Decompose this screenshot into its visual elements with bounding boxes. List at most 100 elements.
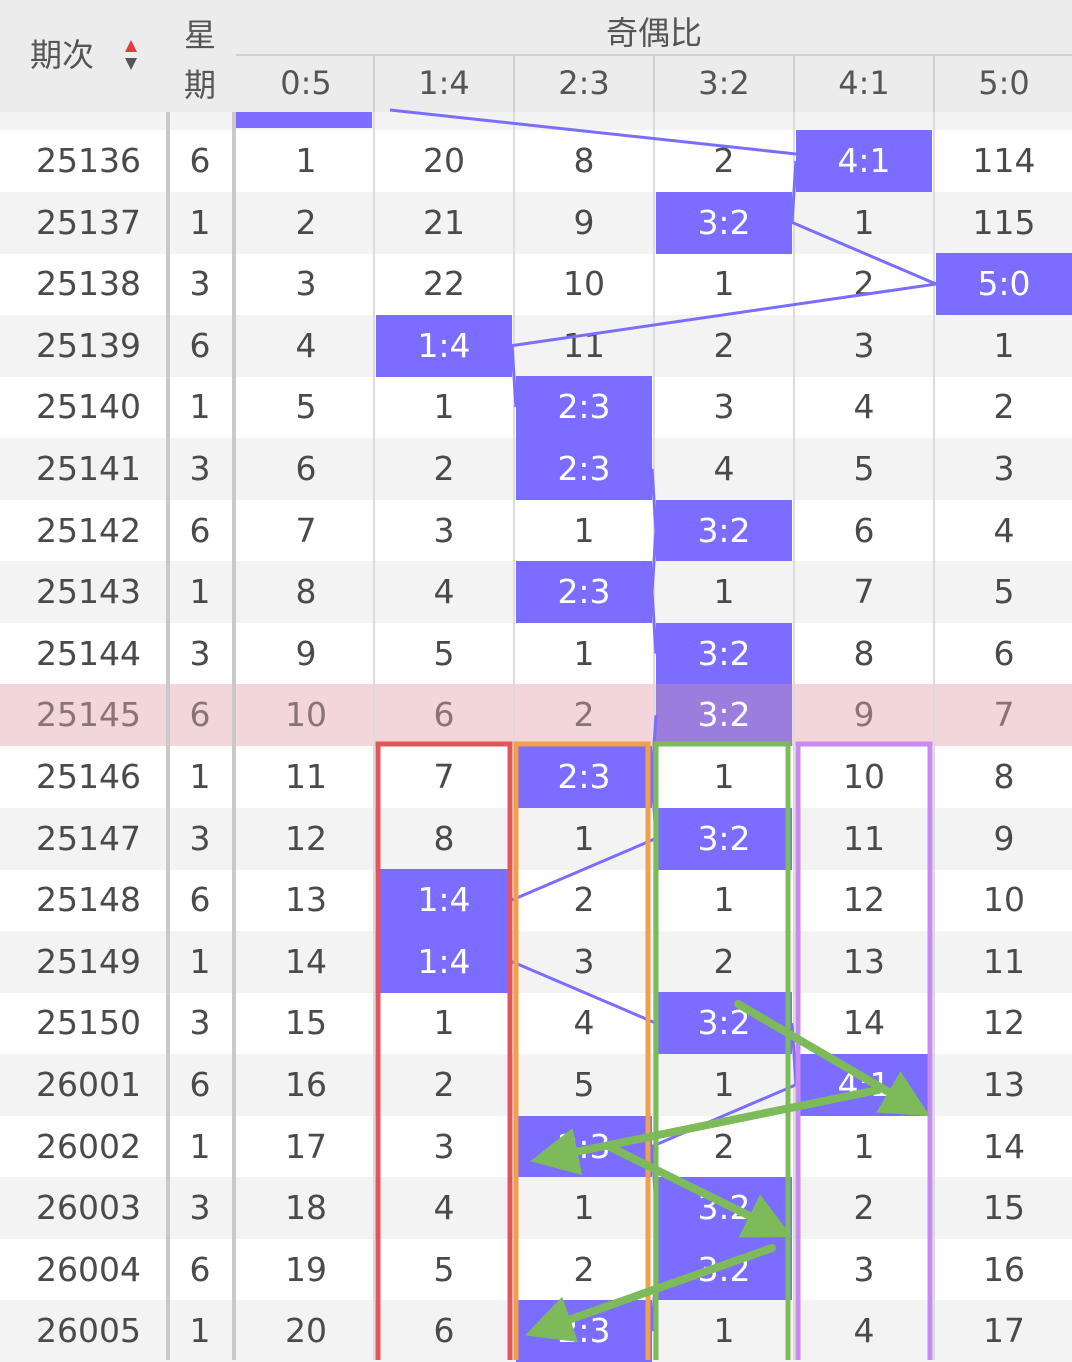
omission-cell: 5 [433,633,455,673]
omission-cell: 9 [993,818,1015,858]
column-header-divider [653,56,655,112]
table-row[interactable]: 26004 6 19 5 2 3:2 3 16 [0,1238,1072,1301]
omission-cell: 1 [433,1003,455,1043]
omission-cell: 19 [285,1249,327,1289]
omission-cell: 5 [295,387,317,427]
table-row[interactable]: 25146 1 11 7 2:3 1 10 8 [0,746,1072,808]
omission-cell: 4 [573,1003,595,1043]
period-cell: 25140 [36,387,141,427]
omission-cell: 2 [713,325,735,365]
trend-line-segment [389,108,797,156]
weekday-cell: 6 [189,510,211,550]
column-header-divider [373,56,375,112]
table-row[interactable]: 25145 6 10 6 2 3:2 9 7 [0,684,1072,747]
omission-cell: 2 [993,387,1015,427]
column-separator [166,0,170,1360]
column-divider [373,0,375,1360]
partial-hit-cell [236,112,372,128]
group-header: 奇偶比 [605,14,702,52]
omission-cell: 1 [573,633,595,673]
omission-cell: 114 [972,141,1036,180]
annotation-arrow [530,1086,882,1176]
omission-cell: 8 [853,633,875,673]
table-row[interactable]: 25148 6 13 1:4 2 1 12 10 [0,869,1072,932]
omission-cell: 3 [433,1126,455,1166]
omission-cell: 4 [295,325,317,365]
table-row[interactable]: 25139 6 4 1:4 11 2 3 1 [0,314,1072,377]
omission-cell: 18 [285,1188,327,1228]
trend-line-segment [791,221,937,286]
table-header: 期次 星 期 奇偶比 0:5 1:4 2:3 3:2 4:1 5:0 [0,0,1072,112]
omission-cell: 2 [713,141,735,180]
weekday-cell: 1 [189,387,211,427]
table-row[interactable]: 25144 3 9 5 1 3:2 8 6 [0,622,1072,685]
omission-cell: 2 [853,1188,875,1228]
column-divider [933,0,935,1360]
omission-cell: 20 [285,1311,327,1351]
weekday-cell: 1 [189,1126,211,1166]
omission-cell: 13 [285,880,327,920]
table-row[interactable]: 25136 6 1 20 8 2 4:1 114 [0,130,1072,192]
column-divider [653,0,655,1360]
omission-cell: 20 [423,141,465,180]
table-row[interactable]: 25140 1 5 1 2:3 3 4 2 [0,376,1072,439]
box-1-4-column [375,741,513,1360]
omission-cell: 1 [853,202,875,242]
period-cell: 25141 [36,449,141,488]
table-row[interactable]: 25143 1 8 4 2:3 1 7 5 [0,561,1072,624]
omission-cell: 5 [993,572,1015,612]
weekday-cell: 1 [189,1311,211,1351]
omission-cell: 1 [433,387,455,427]
column-header-2: 2:3 [558,64,610,102]
ratio-hit-cell: 5:0 [936,253,1072,316]
period-cell: 26001 [36,1065,141,1104]
omission-cell: 13 [843,941,885,981]
ratio-hit-cell: 3:2 [656,684,792,747]
weekday-cell: 6 [189,880,211,920]
omission-cell: 4 [433,572,455,612]
omission-cell: 6 [433,1311,455,1351]
omission-cell: 15 [983,1188,1025,1228]
omission-cell: 3 [853,325,875,365]
omission-cell: 1 [713,1065,735,1104]
period-cell: 25143 [36,572,141,612]
table-row[interactable]: 25141 3 6 2 2:3 4 5 3 [0,438,1072,500]
table-row[interactable]: 25137 1 2 21 9 3:2 1 115 [0,191,1072,254]
omission-cell: 1 [573,510,595,550]
omission-cell: 5 [853,449,875,488]
omission-cell: 1 [295,141,317,180]
weekday-cell: 3 [189,818,211,858]
ratio-hit-cell: 2:3 [516,561,652,624]
omission-cell: 2 [573,1249,595,1289]
omission-cell: 7 [993,695,1015,735]
omission-cell: 10 [843,757,885,796]
omission-cell: 11 [285,757,327,796]
trend-line-segment [651,1083,797,1148]
period-cell: 26005 [36,1311,141,1351]
sort-icon[interactable] [124,38,138,74]
period-cell: 26002 [36,1126,141,1166]
table-row[interactable]: 25149 1 14 1:4 3 2 13 11 [0,930,1072,993]
ratio-hit-cell: 1:4 [376,930,512,993]
weekday-cell: 6 [189,695,211,735]
period-header[interactable]: 期次 [29,36,94,74]
ratio-hit-cell: 3:2 [656,499,792,562]
column-header-divider [513,56,515,112]
table-row[interactable]: 25138 3 3 22 10 1 2 5:0 [0,253,1072,316]
trend-line-segment [650,530,658,593]
period-cell: 26003 [36,1188,141,1228]
table-row[interactable]: 25142 6 7 3 1 3:2 6 4 [0,499,1072,562]
period-cell: 25146 [36,757,141,796]
omission-cell: 12 [983,1003,1025,1043]
period-cell: 25145 [36,695,141,735]
omission-cell: 8 [993,757,1015,796]
ratio-hit-cell: 3:2 [656,1238,792,1301]
weekday-header-line2: 期 [183,66,216,104]
column-header-3: 3:2 [698,64,750,102]
table-row[interactable]: 25147 3 12 8 1 3:2 11 9 [0,807,1072,870]
column-header-5: 5:0 [978,64,1030,102]
ratio-hit-cell: 2:3 [516,438,652,500]
annotation-arrow [524,1244,776,1342]
trend-line-segment [510,345,518,408]
